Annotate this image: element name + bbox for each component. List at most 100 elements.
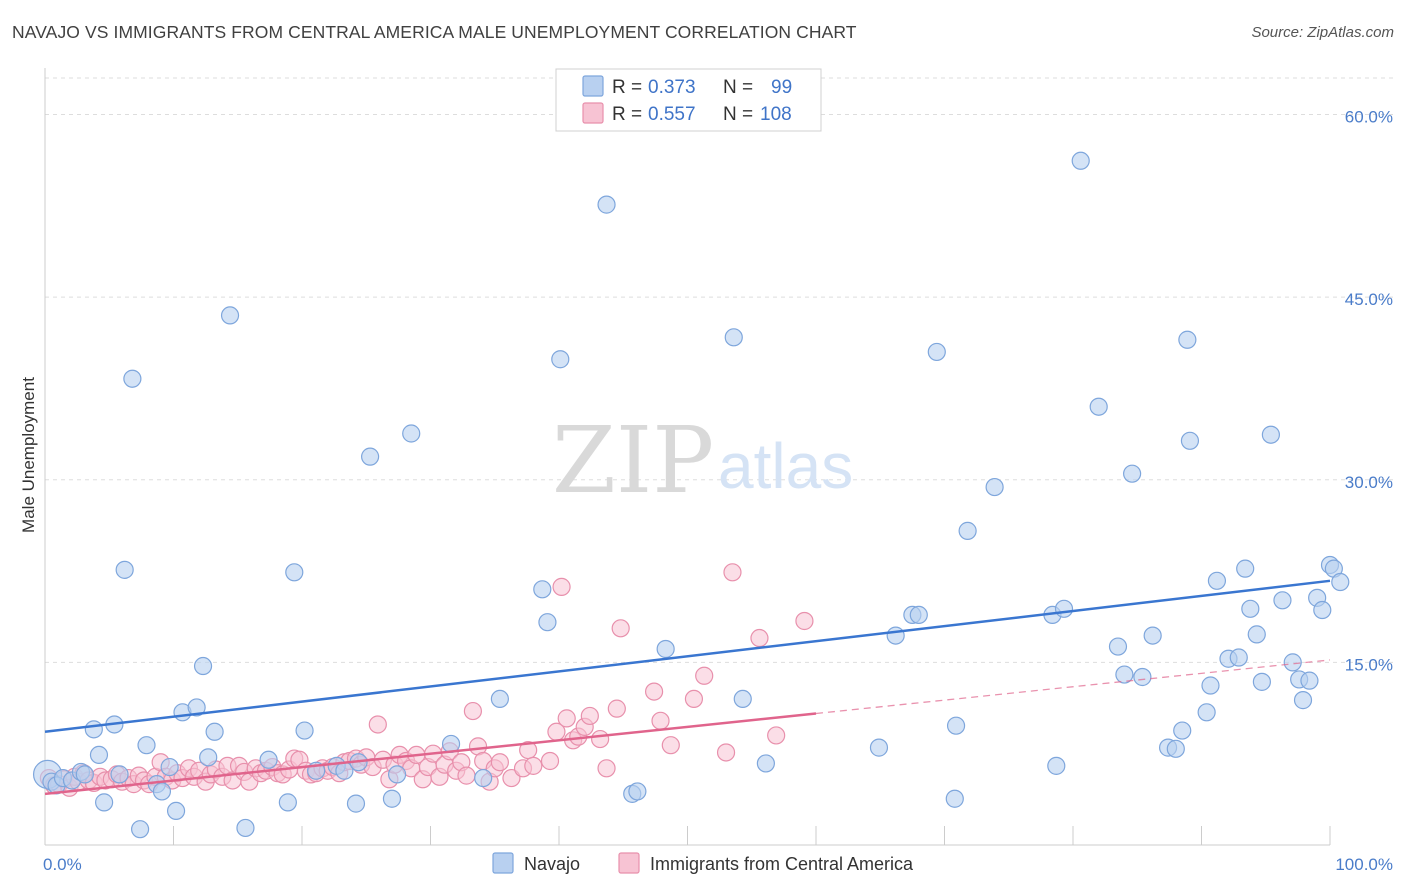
y-axis-label: Male Unemployment: [19, 377, 38, 533]
immigrants-point: [695, 666, 714, 685]
navajo-point: [295, 721, 314, 740]
navajo-point: [1313, 600, 1332, 620]
legend-r-label-immigrants: R =: [612, 104, 642, 125]
immigrants-point: [716, 743, 736, 762]
bottom-legend-swatch-navajo: [492, 852, 514, 874]
navajo-point: [533, 580, 552, 599]
navajo-point: [1331, 572, 1350, 592]
navajo-point: [346, 794, 366, 813]
navajo-point: [1300, 671, 1319, 690]
watermark-zip: ZIP: [552, 407, 714, 514]
immigrants-point: [651, 711, 670, 730]
series-legend: Navajo Immigrants from Central America: [492, 852, 914, 874]
navajo-point: [551, 350, 570, 369]
navajo-point: [756, 754, 775, 773]
immigrants-point: [597, 759, 616, 778]
navajo-point: [84, 720, 103, 739]
navajo-point: [1089, 397, 1108, 416]
immigrants-trend-extension: [815, 659, 1331, 715]
navajo-point: [402, 424, 421, 443]
navajo-point: [387, 765, 407, 784]
navajo-point: [1071, 151, 1090, 170]
navajo-point: [205, 722, 224, 741]
axis-layer: 15.0% 30.0% 45.0% 60.0% 0.0% 100.0%: [43, 68, 1393, 874]
immigrants-point: [750, 628, 769, 648]
y-tick-label: 45.0%: [1345, 290, 1393, 309]
watermark: ZIP atlas: [552, 407, 853, 514]
navajo-point: [946, 716, 966, 735]
y-tick-label: 30.0%: [1345, 473, 1393, 492]
navajo-point: [89, 745, 109, 765]
immigrants-point: [661, 736, 680, 755]
navajo-point: [278, 793, 297, 812]
navajo-point: [945, 789, 964, 808]
navajo-point: [236, 818, 255, 838]
immigrants-point: [502, 768, 521, 788]
legend-r-value-navajo: 0.373: [648, 77, 696, 98]
navajo-point: [1180, 431, 1200, 450]
navajo-point: [474, 768, 493, 788]
bottom-legend-label-navajo: Navajo: [524, 854, 580, 874]
immigrants-point: [795, 611, 814, 631]
immigrants-point: [607, 699, 626, 718]
series-navajo-points: [32, 151, 1350, 839]
navajo-point: [1247, 625, 1266, 644]
navajo-point: [95, 793, 114, 812]
navajo-point: [724, 328, 743, 347]
legend-r-label-navajo: R =: [612, 77, 642, 98]
navajo-point: [1236, 559, 1255, 578]
navajo-point: [1241, 599, 1260, 618]
navajo-point: [1229, 648, 1248, 667]
navajo-point: [75, 765, 94, 784]
navajo-point: [958, 521, 977, 540]
navajo-point: [382, 789, 402, 808]
navajo-point: [220, 306, 240, 325]
immigrants-point: [552, 577, 571, 596]
legend-n-label-immigrants: N =: [723, 104, 753, 125]
immigrants-point: [723, 563, 742, 582]
navajo-point: [1054, 599, 1074, 618]
legend-swatch-immigrants: [582, 102, 604, 124]
immigrants-point: [611, 619, 630, 638]
x-tick-label: 100.0%: [1335, 855, 1393, 874]
navajo-point: [1047, 756, 1066, 775]
navajo-point: [361, 447, 380, 466]
immigrants-point: [767, 726, 786, 745]
bottom-legend-swatch-immigrants: [618, 852, 640, 874]
navajo-point: [656, 639, 675, 659]
series-immigrants-points: [39, 563, 814, 797]
immigrants-point: [540, 751, 560, 771]
navajo-point: [110, 765, 129, 784]
navajo-point: [137, 736, 156, 755]
navajo-point: [597, 195, 616, 214]
immigrants-point: [580, 706, 599, 726]
navajo-point: [909, 605, 928, 625]
navajo-point: [1283, 653, 1302, 672]
navajo-point: [123, 369, 142, 388]
immigrants-point: [490, 753, 509, 772]
immigrants-point: [463, 701, 483, 721]
navajo-point: [1197, 703, 1216, 722]
navajo-point: [1293, 691, 1313, 710]
y-tick-label: 15.0%: [1345, 655, 1393, 674]
immigrants-point: [644, 682, 664, 701]
navajo-point: [927, 342, 946, 362]
navajo-point: [199, 748, 218, 767]
navajo-point: [1166, 739, 1185, 758]
legend-n-value-navajo: 99: [771, 77, 792, 98]
correlation-legend: R = 0.373 N = 99 R = 0.557 N = 108: [555, 68, 822, 132]
grid-layer: [45, 77, 1395, 663]
legend-n-value-immigrants: 108: [760, 104, 792, 125]
navajo-point: [1207, 571, 1227, 590]
navajo-point: [1143, 626, 1162, 645]
navajo-point: [869, 738, 889, 757]
navajo-point: [166, 801, 186, 821]
chart-source: Source: ZipAtlas.com: [1251, 24, 1394, 41]
navajo-point: [628, 782, 647, 801]
navajo-point: [193, 656, 213, 676]
navajo-point: [1173, 721, 1192, 740]
navajo-point: [1261, 425, 1280, 444]
x-tick-label: 0.0%: [43, 855, 82, 874]
navajo-point: [490, 689, 509, 709]
